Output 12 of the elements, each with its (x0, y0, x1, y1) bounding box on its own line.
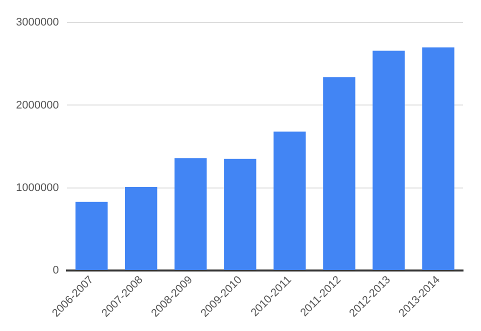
bar (422, 47, 454, 270)
bar (274, 132, 306, 270)
bar (224, 158, 256, 270)
bar (75, 202, 108, 270)
y-tick-label: 0 (52, 264, 59, 276)
y-tick-label: 3000000 (16, 16, 59, 29)
bar (323, 77, 356, 270)
bar (372, 50, 405, 270)
bar (174, 158, 207, 270)
bar (125, 187, 158, 270)
y-tick-label: 2000000 (16, 99, 59, 112)
y-tick-label: 1000000 (16, 182, 59, 194)
